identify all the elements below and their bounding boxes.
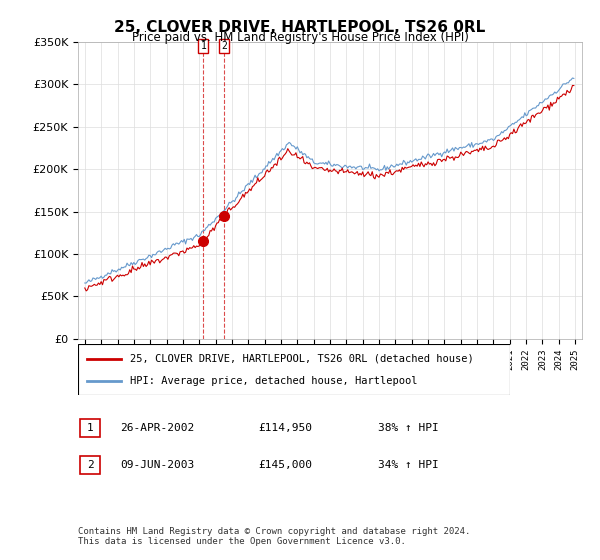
Text: 38% ↑ HPI: 38% ↑ HPI [378,423,439,433]
FancyBboxPatch shape [80,419,100,437]
Text: £145,000: £145,000 [258,460,312,470]
Text: 1: 1 [86,423,94,433]
Text: 1: 1 [200,41,206,52]
Text: 34% ↑ HPI: 34% ↑ HPI [378,460,439,470]
Text: 25, CLOVER DRIVE, HARTLEPOOL, TS26 0RL: 25, CLOVER DRIVE, HARTLEPOOL, TS26 0RL [115,20,485,35]
Text: Contains HM Land Registry data © Crown copyright and database right 2024.
This d: Contains HM Land Registry data © Crown c… [78,526,470,546]
Text: £114,950: £114,950 [258,423,312,433]
Text: Price paid vs. HM Land Registry's House Price Index (HPI): Price paid vs. HM Land Registry's House … [131,31,469,44]
Text: HPI: Average price, detached house, Hartlepool: HPI: Average price, detached house, Hart… [130,376,418,386]
Text: 2: 2 [86,460,94,470]
FancyBboxPatch shape [80,456,100,474]
Text: 26-APR-2002: 26-APR-2002 [120,423,194,433]
Text: 2: 2 [221,41,227,52]
FancyBboxPatch shape [78,344,510,395]
Text: 25, CLOVER DRIVE, HARTLEPOOL, TS26 0RL (detached house): 25, CLOVER DRIVE, HARTLEPOOL, TS26 0RL (… [130,353,473,363]
Text: 09-JUN-2003: 09-JUN-2003 [120,460,194,470]
